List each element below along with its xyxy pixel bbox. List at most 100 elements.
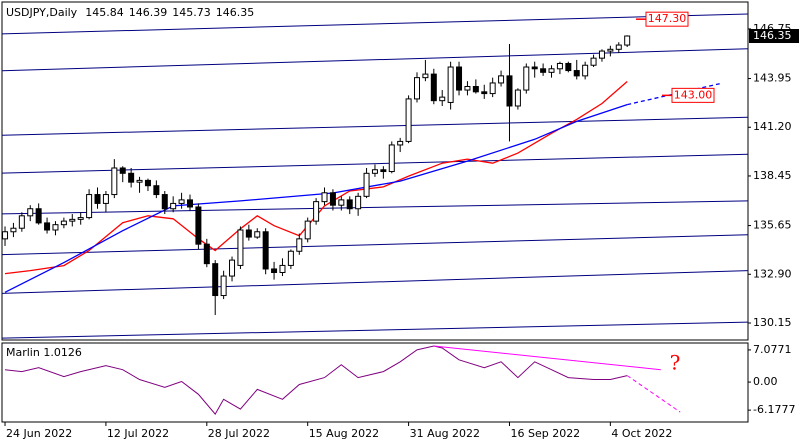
- candle-body: [506, 75, 513, 107]
- x-tick-label: 12 Jul 2022: [107, 427, 169, 440]
- indicator-trend-line: [433, 345, 661, 371]
- candle-body: [397, 140, 404, 146]
- candle-body: [18, 215, 25, 229]
- candle-body: [565, 62, 572, 72]
- candle-body: [430, 73, 437, 102]
- indicator-y-tick-label: 7.0771: [753, 343, 792, 356]
- low-value: 145.73: [172, 6, 211, 19]
- candle-body: [136, 179, 143, 183]
- y-tick-label: 138.45: [753, 169, 792, 182]
- candle-body: [582, 64, 589, 77]
- candle-body: [338, 199, 345, 206]
- channel-line: [2, 48, 748, 72]
- candle-body: [69, 218, 76, 222]
- y-tick-label: 130.15: [753, 316, 792, 329]
- candle-body: [144, 179, 151, 187]
- candle-body: [363, 172, 370, 197]
- y-tick-label: 132.90: [753, 267, 792, 280]
- price-label: 143.00: [674, 88, 713, 101]
- candle-body: [615, 44, 622, 50]
- candle-body: [2, 231, 9, 240]
- candle-body: [556, 62, 563, 70]
- candle-body: [590, 57, 597, 66]
- candle-body: [413, 77, 420, 100]
- candle-body: [203, 243, 210, 265]
- candle-body: [27, 208, 34, 217]
- current-price-tag: [749, 29, 799, 44]
- candle-body: [111, 167, 118, 196]
- candle-body: [287, 250, 294, 266]
- candle-body: [52, 224, 59, 231]
- candle-body: [514, 89, 521, 107]
- high-value: 146.39: [129, 6, 168, 19]
- price-label-box: [645, 11, 689, 27]
- candle-body: [271, 268, 278, 274]
- indicator-line: [4, 345, 628, 415]
- candle-body: [598, 50, 605, 59]
- candle-body: [237, 229, 244, 266]
- current-price-label: 146.35: [753, 29, 792, 42]
- candle-body: [548, 68, 555, 73]
- moving-average: [627, 83, 720, 106]
- candle-body: [439, 96, 446, 102]
- candle-body: [119, 167, 126, 174]
- candle-body: [195, 206, 202, 245]
- indicator-panel: [1, 342, 749, 423]
- candle-body: [262, 231, 269, 270]
- candle-body: [153, 185, 160, 196]
- x-tick-label: 16 Sep 2022: [510, 427, 580, 440]
- channel-line: [2, 234, 748, 256]
- chart-title: USDJPY,Daily: [6, 6, 78, 19]
- candle-body: [523, 66, 530, 91]
- candle-body: [380, 169, 387, 173]
- candle-body: [304, 220, 311, 240]
- channel-line: [2, 321, 748, 339]
- candle-body: [77, 217, 84, 220]
- channel-line: [2, 200, 748, 215]
- candle-body: [422, 73, 429, 79]
- candle-body: [10, 227, 17, 233]
- y-tick-label: 141.20: [753, 120, 792, 133]
- channel-line: [2, 153, 748, 174]
- candle-body: [489, 82, 496, 95]
- candle-body: [456, 66, 463, 91]
- x-tick-label: 31 Aug 2022: [410, 427, 480, 440]
- candle-body: [102, 194, 109, 204]
- channel-line: [2, 13, 748, 35]
- candle-body: [607, 48, 614, 52]
- candle-body: [313, 201, 320, 222]
- candle-body: [229, 259, 236, 277]
- candle-body: [464, 86, 471, 91]
- x-tick-label: 28 Jul 2022: [208, 427, 270, 440]
- price-label-box: [671, 87, 715, 103]
- candle-body: [498, 75, 505, 84]
- x-tick-label: 4 Oct 2022: [611, 427, 672, 440]
- candle-body: [371, 169, 378, 174]
- candle-body: [573, 70, 580, 77]
- candle-body: [321, 192, 328, 203]
- indicator-y-tick-label: 0.00: [753, 375, 778, 388]
- candle-body: [355, 195, 362, 210]
- candle-body: [35, 208, 42, 224]
- open-value: 145.84: [85, 6, 124, 19]
- close-value: 146.35: [216, 6, 255, 19]
- candle-body: [170, 202, 177, 210]
- candle-body: [60, 220, 67, 226]
- candle-body: [346, 199, 353, 210]
- candle-body: [245, 229, 252, 238]
- candle-body: [128, 172, 135, 183]
- channel-line: [2, 270, 748, 294]
- candle-body: [540, 68, 547, 73]
- x-tick-label: 15 Aug 2022: [309, 427, 379, 440]
- candle-body: [447, 66, 454, 103]
- x-tick-label: 24 Jun 2022: [6, 427, 72, 440]
- candle-body: [86, 194, 93, 219]
- candle-body: [186, 199, 193, 208]
- indicator-title: Marlin 1.0126: [6, 346, 82, 359]
- indicator-plot: [4, 345, 628, 415]
- indicator-annotation: ?: [670, 351, 681, 375]
- candle-body: [178, 199, 185, 204]
- chart-header: USDJPY,Daily 145.84 146.39 145.73 146.35: [6, 6, 254, 19]
- candle-body: [481, 91, 488, 95]
